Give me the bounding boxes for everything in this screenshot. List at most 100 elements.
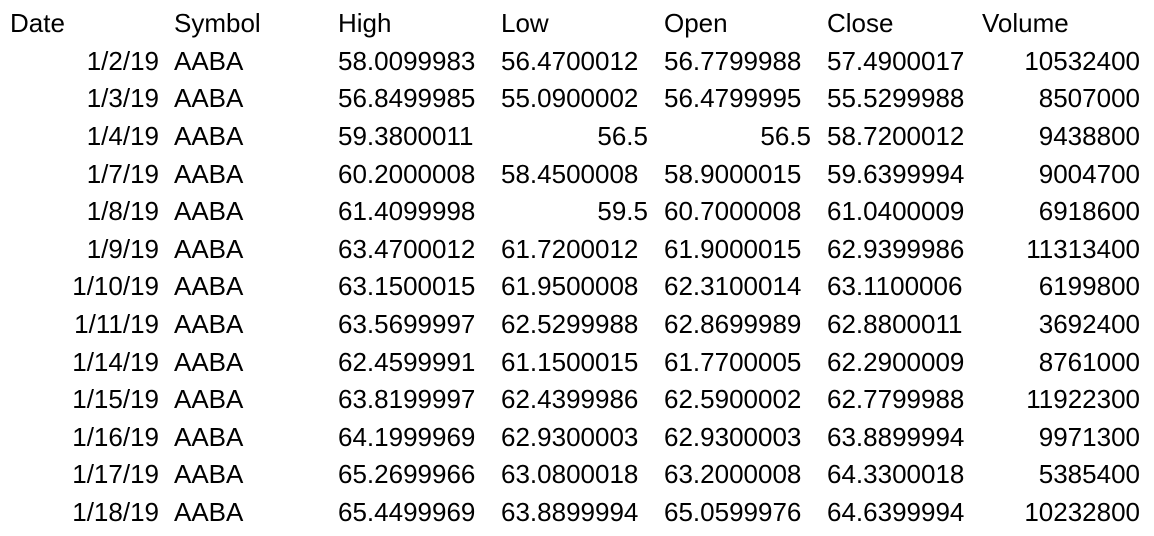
cell-volume[interactable]: 9004700 (1038, 158, 1140, 189)
cell-close[interactable]: 61.0400009 (827, 196, 965, 227)
cell-open[interactable]: 63.2000008 (664, 459, 802, 490)
cell-open[interactable]: 62.5900002 (664, 384, 802, 415)
cell-close[interactable]: 59.6399994 (827, 158, 965, 189)
cell-date[interactable]: 1/11/19 (74, 309, 159, 340)
cell-symbol[interactable]: AABA (174, 271, 244, 302)
cell-open[interactable]: 60.7000008 (664, 196, 802, 227)
cell-high[interactable]: 61.4099998 (338, 196, 476, 227)
cell-high[interactable]: 56.8499985 (338, 83, 476, 114)
cell-high[interactable]: 63.1500015 (338, 271, 476, 302)
cell-high[interactable]: 63.8199997 (338, 384, 476, 415)
cell-close[interactable]: 62.2900009 (827, 346, 965, 377)
cell-open[interactable]: 62.3100014 (664, 271, 802, 302)
cell-open[interactable]: 61.7700005 (664, 346, 802, 377)
cell-close[interactable]: 58.7200012 (827, 121, 965, 152)
cell-date[interactable]: 1/7/19 (86, 158, 159, 189)
cell-date[interactable]: 1/14/19 (72, 346, 159, 377)
cell-volume[interactable]: 10532400 (1024, 45, 1140, 76)
cell-low[interactable]: 62.4399986 (501, 384, 639, 415)
cell-volume[interactable]: 5385400 (1038, 459, 1140, 490)
cell-volume[interactable]: 11922300 (1026, 384, 1140, 415)
cell-open[interactable]: 62.8699989 (664, 309, 802, 340)
cell-symbol[interactable]: AABA (174, 384, 244, 415)
cell-low[interactable]: 63.0800018 (501, 459, 639, 490)
cell-low[interactable]: 55.0900002 (501, 83, 639, 114)
cell-date[interactable]: 1/2/19 (86, 45, 159, 76)
cell-volume[interactable]: 3692400 (1038, 309, 1140, 340)
cell-low[interactable]: 61.7200012 (501, 233, 639, 264)
cell-volume[interactable]: 9971300 (1038, 421, 1140, 452)
cell-volume[interactable]: 11313400 (1026, 233, 1140, 264)
cell-close[interactable]: 62.8800011 (827, 309, 963, 340)
cell-high[interactable]: 65.2699966 (338, 459, 476, 490)
cell-high[interactable]: 63.5699997 (338, 309, 476, 340)
cell-open[interactable]: 56.7799988 (664, 45, 802, 76)
cell-open[interactable]: 56.5 (760, 121, 811, 152)
cell-close[interactable]: 63.1100006 (827, 271, 963, 302)
cell-date[interactable]: 1/10/19 (72, 271, 159, 302)
cell-close[interactable]: 62.7799988 (827, 384, 965, 415)
cell-open[interactable]: 65.0599976 (664, 497, 802, 528)
cell-volume[interactable]: 8507000 (1038, 83, 1140, 114)
cell-symbol[interactable]: AABA (174, 45, 244, 76)
column-header-symbol[interactable]: Symbol (174, 8, 261, 39)
column-header-volume[interactable]: Volume (982, 8, 1069, 39)
cell-high[interactable]: 63.4700012 (338, 233, 476, 264)
cell-symbol[interactable]: AABA (174, 158, 244, 189)
column-header-close[interactable]: Close (827, 8, 894, 39)
cell-low[interactable]: 61.1500015 (501, 346, 639, 377)
cell-date[interactable]: 1/9/19 (86, 233, 159, 264)
column-header-low[interactable]: Low (501, 8, 549, 39)
cell-high[interactable]: 58.0099983 (338, 45, 476, 76)
cell-date[interactable]: 1/3/19 (86, 83, 159, 114)
cell-low[interactable]: 56.5 (597, 121, 648, 152)
cell-symbol[interactable]: AABA (174, 346, 244, 377)
column-header-open[interactable]: Open (664, 8, 728, 39)
cell-symbol[interactable]: AABA (174, 233, 244, 264)
cell-date[interactable]: 1/16/19 (72, 421, 159, 452)
cell-open[interactable]: 62.9300003 (664, 421, 802, 452)
cell-volume[interactable]: 6199800 (1038, 271, 1140, 302)
cell-open[interactable]: 56.4799995 (664, 83, 802, 114)
cell-low[interactable]: 58.4500008 (501, 158, 639, 189)
cell-close[interactable]: 64.6399994 (827, 497, 965, 528)
cell-symbol[interactable]: AABA (174, 121, 244, 152)
cell-date[interactable]: 1/8/19 (86, 196, 159, 227)
table-row: 1/8/19 AABA 61.4099998 59.5 60.7000008 61.040… (0, 193, 1154, 231)
cell-volume[interactable]: 6918600 (1038, 196, 1140, 227)
table-row: 1/7/19 AABA 60.2000008 58.4500008 58.9000015… (0, 155, 1154, 193)
cell-volume[interactable]: 9438800 (1038, 121, 1140, 152)
cell-open[interactable]: 61.9000015 (664, 233, 802, 264)
cell-high[interactable]: 65.4499969 (338, 497, 476, 528)
cell-close[interactable]: 62.9399986 (827, 233, 965, 264)
cell-close[interactable]: 57.4900017 (827, 45, 965, 76)
cell-date[interactable]: 1/15/19 (72, 384, 159, 415)
cell-symbol[interactable]: AABA (174, 309, 244, 340)
column-header-high[interactable]: High (338, 8, 392, 39)
cell-high[interactable]: 62.4599991 (338, 346, 476, 377)
cell-symbol[interactable]: AABA (174, 459, 244, 490)
cell-high[interactable]: 60.2000008 (338, 158, 476, 189)
cell-symbol[interactable]: AABA (174, 497, 244, 528)
cell-low[interactable]: 56.4700012 (501, 45, 639, 76)
cell-symbol[interactable]: AABA (174, 196, 244, 227)
cell-close[interactable]: 55.5299988 (827, 83, 965, 114)
cell-symbol[interactable]: AABA (174, 83, 244, 114)
cell-low[interactable]: 62.9300003 (501, 421, 639, 452)
cell-date[interactable]: 1/17/19 (72, 459, 159, 490)
cell-high[interactable]: 59.3800011 (338, 121, 474, 152)
cell-open[interactable]: 58.9000015 (664, 158, 802, 189)
cell-low[interactable]: 61.9500008 (501, 271, 639, 302)
cell-date[interactable]: 1/18/19 (72, 497, 159, 528)
cell-close[interactable]: 63.8899994 (827, 421, 965, 452)
cell-low[interactable]: 62.5299988 (501, 309, 639, 340)
cell-date[interactable]: 1/4/19 (86, 121, 159, 152)
column-header-date[interactable]: Date (10, 8, 65, 39)
cell-low[interactable]: 63.8899994 (501, 497, 639, 528)
cell-symbol[interactable]: AABA (174, 421, 244, 452)
cell-high[interactable]: 64.1999969 (338, 421, 476, 452)
cell-volume[interactable]: 8761000 (1038, 346, 1140, 377)
cell-close[interactable]: 64.3300018 (827, 459, 965, 490)
cell-low[interactable]: 59.5 (597, 196, 648, 227)
cell-volume[interactable]: 10232800 (1024, 497, 1140, 528)
